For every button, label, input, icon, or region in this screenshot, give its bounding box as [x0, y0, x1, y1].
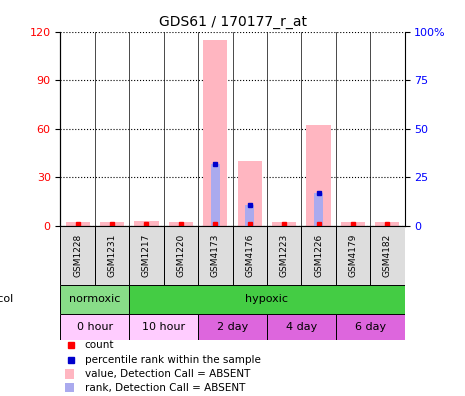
Text: GSM4176: GSM4176 — [245, 234, 254, 277]
Text: percentile rank within the sample: percentile rank within the sample — [85, 355, 260, 365]
Text: 6 day: 6 day — [355, 322, 385, 332]
Bar — [232, 226, 267, 285]
Text: 0 hour: 0 hour — [77, 322, 113, 332]
Text: GSM4173: GSM4173 — [211, 234, 220, 277]
Bar — [129, 226, 164, 285]
Text: GSM1231: GSM1231 — [107, 234, 117, 277]
Bar — [267, 226, 301, 285]
Text: rank, Detection Call = ABSENT: rank, Detection Call = ABSENT — [85, 383, 245, 393]
Text: GSM1223: GSM1223 — [279, 234, 289, 277]
Text: GSM1217: GSM1217 — [142, 234, 151, 277]
Bar — [301, 226, 336, 285]
Bar — [164, 226, 198, 285]
Bar — [65, 369, 74, 379]
Bar — [272, 223, 296, 226]
Bar — [238, 161, 262, 226]
Bar — [65, 383, 74, 393]
Text: hypoxic: hypoxic — [246, 294, 288, 304]
Text: GSM1228: GSM1228 — [73, 234, 82, 277]
Text: count: count — [85, 340, 114, 350]
Bar — [66, 223, 90, 226]
Text: GSM4182: GSM4182 — [383, 234, 392, 277]
Text: value, Detection Call = ABSENT: value, Detection Call = ABSENT — [85, 369, 250, 379]
Bar — [370, 226, 405, 285]
Bar — [134, 221, 159, 226]
Text: 2 day: 2 day — [217, 322, 248, 332]
Text: GSM4179: GSM4179 — [348, 234, 358, 277]
Bar — [95, 226, 129, 285]
Bar — [306, 126, 331, 226]
Bar — [60, 285, 129, 314]
Text: 10 hour: 10 hour — [142, 322, 185, 332]
Bar — [100, 223, 124, 226]
Bar — [246, 205, 254, 226]
Bar — [375, 223, 399, 226]
Bar — [341, 223, 365, 226]
Bar — [336, 226, 370, 285]
Bar — [60, 314, 129, 340]
Text: normoxic: normoxic — [69, 294, 120, 304]
Bar — [129, 285, 405, 314]
Title: GDS61 / 170177_r_at: GDS61 / 170177_r_at — [159, 15, 306, 29]
Bar — [60, 226, 95, 285]
Bar — [267, 314, 336, 340]
Text: GSM1226: GSM1226 — [314, 234, 323, 277]
Bar — [314, 193, 323, 226]
Bar — [169, 223, 193, 226]
Bar — [129, 314, 198, 340]
Bar — [198, 314, 267, 340]
Text: GSM1220: GSM1220 — [176, 234, 186, 277]
Text: 4 day: 4 day — [286, 322, 317, 332]
Text: protocol: protocol — [0, 294, 13, 304]
Bar — [211, 164, 219, 226]
Bar — [203, 40, 227, 226]
Bar — [336, 314, 405, 340]
Bar — [198, 226, 232, 285]
